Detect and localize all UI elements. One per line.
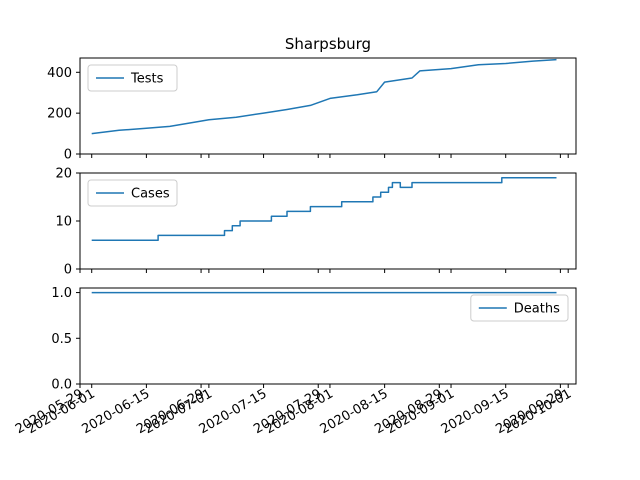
deaths-ytick-label: 1.0 bbox=[51, 286, 72, 301]
deaths-ytick-label: 0.0 bbox=[51, 378, 72, 393]
tests-ytick-label: 0 bbox=[64, 148, 72, 163]
chart-title: Sharpsburg bbox=[285, 35, 371, 53]
tests-legend-label: Tests bbox=[130, 72, 164, 87]
tests-ytick-label: 200 bbox=[47, 107, 72, 122]
deaths-legend-label: Deaths bbox=[514, 302, 560, 317]
tests-ytick-label: 400 bbox=[47, 66, 72, 81]
cases-ytick-label: 20 bbox=[55, 167, 72, 182]
cases-ytick-label: 10 bbox=[55, 215, 72, 230]
cases-ytick-label: 0 bbox=[64, 263, 72, 278]
deaths-ytick-label: 0.5 bbox=[51, 332, 72, 347]
cases-legend-label: Cases bbox=[131, 187, 170, 202]
